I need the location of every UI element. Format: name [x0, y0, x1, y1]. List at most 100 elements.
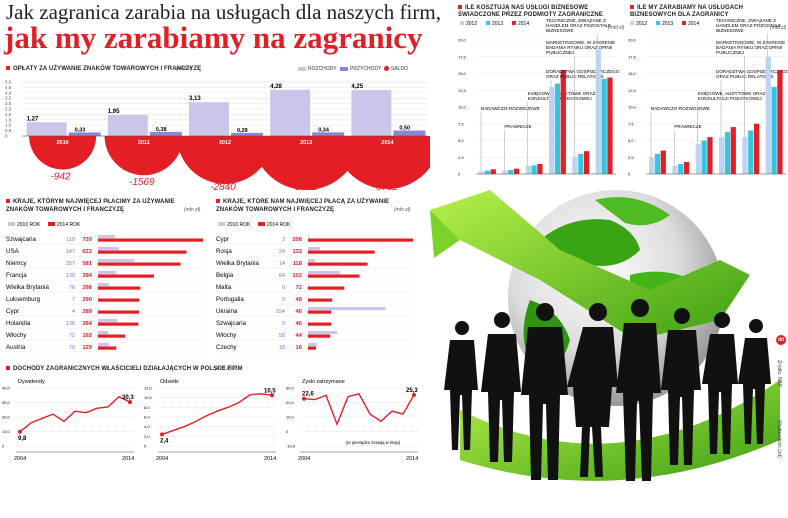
zarabiamy-category-label: DORADZTWA GOSPODARCZEGO ORAZ PUBLIC RELAT… [716, 69, 788, 79]
zarabiamy-ytick-label: 12,5 [628, 88, 637, 93]
oplaty-bar-przychody [312, 132, 345, 136]
zarabiamy-legend-swatch [630, 21, 634, 25]
placa-value-2014: 46 [296, 321, 303, 327]
koszty-unit: (mld zł) [608, 25, 625, 31]
zarabiamy-bar [754, 123, 760, 174]
placimy-bar-2014 [98, 334, 126, 338]
zyski-ytick-label: 30,0 [286, 386, 295, 391]
koszty-bar [479, 171, 485, 174]
dywidendy-xtick-label: 2014 [122, 456, 134, 460]
zyski-title: Zyski zatrzymane [302, 379, 345, 385]
koszty-ytick-label: 17,5 [458, 54, 467, 59]
placimy-bar-2014 [98, 286, 141, 290]
odsetki-ytick-label: 0 [144, 444, 147, 449]
placa-title: Kraje, które nam najwięcej płacą za używ… [216, 198, 406, 214]
oplaty-ytick-label: 2,5 [5, 107, 12, 112]
placa-value-2014: 118 [293, 261, 303, 267]
placimy-value-2014: 298 [82, 285, 92, 291]
publisher-logo: dd [776, 335, 786, 345]
koszty-legend-label: 2013 [492, 21, 503, 27]
oplaty-bar-przychody [149, 131, 182, 136]
placimy-value-2010: 72 [69, 333, 75, 339]
zyski-chart: Zyski zatrzymane 30,0 20,0 10,0 0 -10,0 22,6 25… [286, 379, 418, 460]
placa-value-2014: 46 [296, 309, 303, 315]
placa-bar-2010 [308, 247, 321, 251]
placimy-value-2014: 289 [82, 309, 92, 315]
placa-country-label: Cypr [216, 236, 229, 243]
zarabiamy-unit: (mld zł) [770, 25, 787, 31]
placa-bar-2010 [308, 295, 309, 299]
business-illustration [430, 190, 780, 481]
placa-value-2014: 132 [292, 249, 302, 255]
oplaty-value-label: 0,34 [318, 127, 330, 133]
oplaty-unit: (mld zł) [176, 66, 193, 72]
oplaty-value-label: 3,13 [189, 96, 201, 102]
koszty-ytick-label: 12,5 [458, 88, 467, 93]
placimy-bar-2014 [98, 262, 181, 266]
oplaty-saldo-circle [252, 136, 361, 191]
zarabiamy-bar [777, 70, 783, 174]
zarabiamy-ytick-label: 10,0 [628, 105, 637, 110]
placa-value-2010: 2 [282, 237, 285, 243]
zyski-xtick-label: 2014 [406, 456, 418, 460]
placa-country-label: Szwajcaria [216, 320, 246, 327]
zarabiamy-legend-label: 2014 [688, 21, 699, 27]
oplaty-value-label: 0,38 [156, 127, 167, 133]
placa-bar-2010 [308, 331, 338, 335]
odsetki-ytick-label: 6,0 [144, 415, 150, 420]
dywidendy-ytick-label: 0 [2, 444, 5, 449]
placa-value-2014: 102 [292, 273, 302, 279]
headline-line-2: jak my zarabiamy na zagranicy [4, 20, 423, 55]
zarabiamy-category-label: BADAWCZO-ROZWOJOWE [651, 106, 710, 111]
odsetki-ytick-label: 8,0 [144, 405, 150, 410]
oplaty-saldo-circle [177, 136, 273, 184]
oplaty-ytick-label: 4,5 [5, 85, 12, 90]
placa-value-2010: 58 [279, 333, 285, 339]
dochody-unit: (mld zł) [215, 366, 232, 372]
placimy-country-label: Luksemburg [6, 296, 41, 303]
odsetki-title: Odsetki [160, 379, 179, 385]
dywidendy-title: Dywidendy [18, 379, 45, 385]
placa-value-2014: 72 [296, 285, 302, 291]
oplaty-bar-rozchody [26, 122, 67, 136]
zarabiamy-bar [649, 157, 655, 174]
odsetki-ytick-label: 2,0 [144, 434, 150, 439]
odsetki-chart: Odsetki 12,0 10,0 8,0 6,0 4,0 2,0 0 2,4 10,5 2004 2… [144, 379, 276, 460]
placimy-value-2010: 136 [66, 321, 75, 327]
placa-bar-2014 [308, 250, 375, 254]
oplaty-legend-saldo: SALDO [384, 66, 408, 72]
oplaty-ytick-label: 1,0 [5, 123, 12, 128]
placa-value-2010: 18 [279, 345, 285, 351]
oplaty-ytick-label: 1,5 [5, 117, 12, 122]
koszty-bar [537, 163, 543, 174]
zarabiamy-ytick-label: 17,5 [628, 54, 637, 59]
zarabiamy-bar [707, 137, 713, 174]
placa-value-2010: 14 [279, 261, 285, 267]
zarabiamy-ytick-label: 0 [628, 172, 631, 177]
zarabiamy-title: Ile my zarabiamy na usługach biznesowych… [630, 5, 780, 19]
placimy-country-label: Szwajcaria [6, 236, 36, 243]
zarabiamy-category-label: KSIĘGOWE, AUDYTOWE ORAZ KONSULTACJI PODAT… [698, 91, 766, 101]
placimy-bar-2014 [98, 298, 140, 302]
koszty-bar [578, 153, 584, 174]
zarabiamy-bar [678, 163, 684, 174]
placimy-country-label: Włochy [6, 332, 27, 339]
placimy-value-2014: 739 [82, 237, 92, 243]
placa-chart: 2010 ROK 2014 ROK Cypr 2 208 Rosja 24 132 Wielka… [216, 222, 413, 353]
zarabiamy-bar [724, 131, 731, 174]
oplaty-saldo-label: -1569 [129, 177, 155, 188]
placa-bar-2014 [308, 274, 360, 278]
zarabiamy-bar [771, 86, 777, 174]
placa-value-2010: 24 [279, 249, 285, 255]
koszty-ytick-label: 15,0 [458, 71, 467, 76]
koszty-bar [560, 70, 566, 174]
dywidendy-ytick-label: 30,0 [2, 400, 11, 405]
zyski-ytick-label: -10,0 [286, 444, 296, 449]
dywidendy-series-line [19, 395, 131, 433]
zyski-ytick-label: 10,0 [286, 415, 295, 420]
placimy-bar-2010 [98, 307, 99, 311]
zarabiamy-bar [730, 127, 736, 174]
zyski-annotation: (te pieniądze zostają w kraju) [346, 440, 401, 445]
oplaty-saldo-label: -3752 [373, 182, 399, 192]
oplaty-category-label: 2012 [219, 140, 231, 146]
